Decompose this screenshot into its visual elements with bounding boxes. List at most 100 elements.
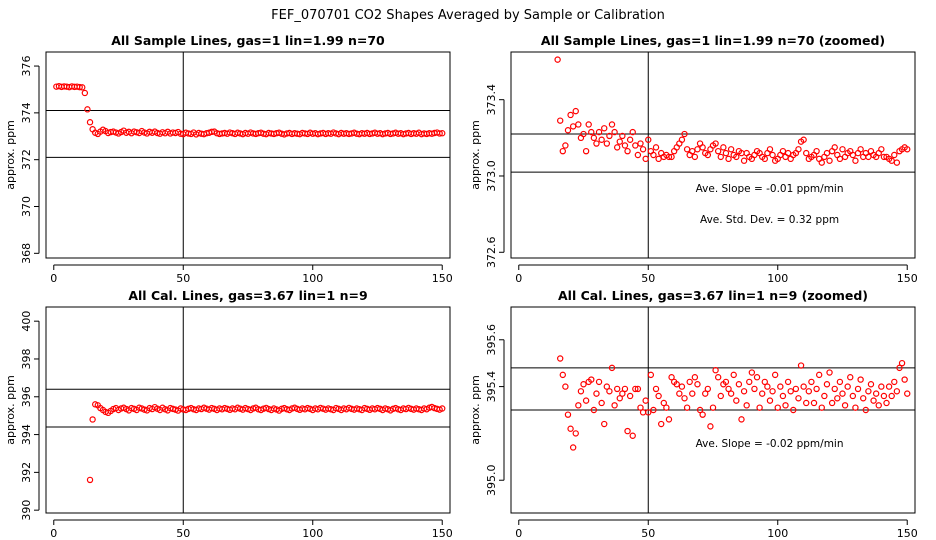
data-point xyxy=(580,381,587,388)
x-tick-label: 0 xyxy=(515,272,522,285)
chart-panel-2: All Sample Lines, gas=1 lin=1.99 n=70 (z… xyxy=(469,33,918,285)
data-point xyxy=(650,406,657,414)
data-point xyxy=(686,378,693,386)
data-point xyxy=(621,385,629,393)
data-point xyxy=(738,416,745,423)
data-point xyxy=(714,147,722,155)
data-point xyxy=(624,147,631,155)
data-point xyxy=(857,376,864,383)
data-point xyxy=(831,385,838,393)
data-point xyxy=(818,404,825,411)
data-point xyxy=(639,146,647,153)
data-point xyxy=(593,390,600,397)
data-point xyxy=(808,378,815,386)
data-point xyxy=(826,369,833,376)
data-point xyxy=(606,132,613,140)
data-point xyxy=(601,420,608,428)
data-point xyxy=(595,128,603,136)
data-point xyxy=(626,392,634,400)
y-tick-label: 376 xyxy=(20,56,33,77)
stat-annotation: Ave. Slope = -0.01 ppm/min xyxy=(696,183,844,195)
data-point xyxy=(629,128,636,136)
y-axis-label: approx. ppm xyxy=(469,120,482,190)
data-point xyxy=(86,476,94,484)
data-point xyxy=(818,159,825,166)
x-tick-label: 100 xyxy=(767,527,788,540)
y-tick-label: 370 xyxy=(20,196,33,217)
data-point xyxy=(577,388,585,395)
data-point xyxy=(89,416,96,423)
data-point xyxy=(569,444,577,451)
data-point xyxy=(707,423,714,430)
data-point xyxy=(779,392,787,400)
data-point xyxy=(769,151,776,159)
data-series xyxy=(557,355,911,451)
data-point xyxy=(727,390,735,397)
data-point xyxy=(870,397,877,404)
y-tick-label: 374 xyxy=(20,102,33,123)
y-tick-label: 394 xyxy=(20,424,33,445)
x-tick-label: 100 xyxy=(302,527,323,540)
data-point xyxy=(616,138,623,145)
data-point xyxy=(880,153,888,161)
data-point xyxy=(629,432,636,439)
data-point xyxy=(689,390,696,397)
chart-panel-4: All Cal. Lines, gas=3.67 lin=1 n=9 (zoom… xyxy=(469,288,918,540)
stat-annotation: Ave. Std. Dev. = 0.32 ppm xyxy=(700,214,839,226)
data-point xyxy=(588,376,595,383)
data-point xyxy=(784,378,792,386)
data-point xyxy=(784,149,792,157)
data-point xyxy=(590,406,598,414)
data-point xyxy=(601,125,608,132)
data-point xyxy=(668,153,675,161)
data-point xyxy=(831,144,838,151)
data-point xyxy=(673,381,680,388)
data-point xyxy=(582,397,590,404)
data-point xyxy=(665,153,673,161)
data-point xyxy=(632,385,639,393)
data-point xyxy=(603,140,611,147)
data-point xyxy=(575,121,582,128)
data-point xyxy=(642,155,649,163)
data-point xyxy=(580,130,587,138)
data-point xyxy=(883,399,890,407)
data-point xyxy=(896,364,903,372)
data-point xyxy=(582,147,590,155)
x-tick-label: 50 xyxy=(641,272,655,285)
y-tick-label: 373.0 xyxy=(485,160,498,192)
data-point xyxy=(795,146,802,153)
x-tick-label: 0 xyxy=(50,272,57,285)
data-point xyxy=(595,378,603,386)
x-tick-label: 100 xyxy=(767,272,788,285)
data-point xyxy=(803,149,810,157)
data-point xyxy=(836,155,844,163)
data-point xyxy=(624,427,631,435)
data-point xyxy=(878,383,885,390)
y-axis-label: approx. ppm xyxy=(4,375,17,445)
data-point xyxy=(572,107,579,115)
data-point xyxy=(885,383,893,390)
panel-title: All Sample Lines, gas=1 lin=1.99 n=70 xyxy=(111,33,385,48)
x-tick-label: 50 xyxy=(641,527,655,540)
data-point xyxy=(810,399,818,407)
data-point xyxy=(557,355,564,362)
data-point xyxy=(743,402,750,409)
data-point xyxy=(559,371,566,379)
panel-title: All Cal. Lines, gas=3.67 lin=1 n=9 (zoom… xyxy=(558,288,868,303)
plot-frame xyxy=(45,51,451,259)
data-point xyxy=(722,149,730,157)
data-point xyxy=(567,111,574,119)
x-tick-label: 50 xyxy=(176,272,190,285)
data-point xyxy=(637,404,644,411)
data-point xyxy=(803,399,810,407)
data-point xyxy=(727,146,735,153)
data-point xyxy=(439,405,446,412)
data-point xyxy=(619,132,626,140)
x-tick-label: 100 xyxy=(302,272,323,285)
data-point xyxy=(572,430,579,437)
x-tick-label: 150 xyxy=(897,272,918,285)
data-point xyxy=(564,411,572,418)
data-point xyxy=(645,136,652,143)
data-point xyxy=(733,397,740,404)
